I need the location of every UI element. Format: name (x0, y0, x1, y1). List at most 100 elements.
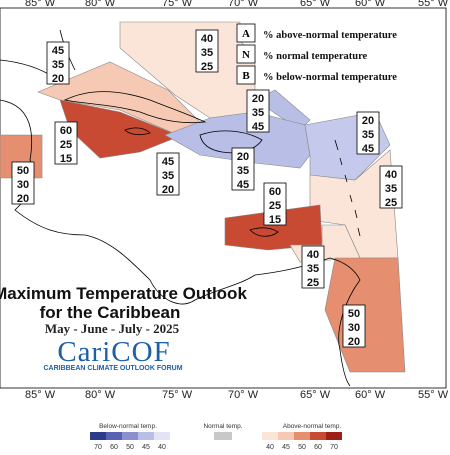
prob-normal: 35 (362, 129, 374, 141)
prob-normal: 30 (348, 322, 360, 334)
prob-box-guianas: 50 30 20 (342, 304, 366, 348)
legend-key-text: % above-normal temperature (263, 30, 397, 41)
prob-below: 15 (269, 214, 281, 226)
colorbar-below-title: Below-normal temp. (99, 423, 157, 430)
colorbar-swatch (262, 432, 278, 440)
prob-above: 50 (348, 308, 360, 320)
prob-box-abc: 40 35 25 (301, 245, 325, 289)
prob-above: 40 (385, 169, 397, 181)
prob-box-belize: 50 30 20 (11, 161, 35, 205)
prob-box-leeward: 20 35 45 (356, 111, 380, 155)
prob-normal: 35 (201, 47, 213, 59)
coastline-jamaica (124, 127, 151, 136)
lon-label: 60° W (355, 389, 386, 401)
colorbar-tick: 45 (282, 444, 290, 450)
lon-label: 60° W (355, 0, 386, 9)
lon-label: 80° W (85, 389, 116, 401)
map-title-line2: for the Caribbean (40, 303, 181, 322)
lon-label: 65° W (300, 0, 331, 9)
prob-box-bahamas: 40 35 25 (195, 29, 219, 73)
title-block: Maximum Temperature Outlook for the Cari… (0, 284, 247, 372)
lon-label: 85° W (25, 389, 56, 401)
colorbar-tick: 50 (126, 444, 134, 450)
colorbar-swatch (278, 432, 294, 440)
prob-below: 45 (362, 143, 374, 155)
lon-label: 80° W (85, 0, 116, 9)
colorbar-swatch (154, 432, 170, 440)
prob-box-hispaniola: 20 35 45 (231, 147, 255, 191)
prob-above: 20 (252, 93, 264, 105)
lon-label: 55° W (418, 389, 449, 401)
prob-box-puerto-rico: 60 25 15 (263, 182, 287, 226)
prob-box-cayman: 60 25 15 (54, 121, 78, 165)
prob-above: 40 (201, 33, 213, 45)
prob-above: 60 (60, 125, 72, 137)
coastline-lesser-antilles (334, 139, 361, 237)
lon-label: 55° W (418, 0, 449, 9)
colorbar-tick: 60 (110, 444, 118, 450)
prob-normal: 35 (237, 165, 249, 177)
prob-normal: 35 (162, 170, 174, 182)
colorbar-normal-title: Normal temp. (203, 423, 242, 430)
prob-above: 50 (17, 165, 29, 177)
prob-above: 60 (269, 186, 281, 198)
prob-below: 25 (385, 197, 397, 209)
colorbar-tick: 40 (266, 444, 274, 450)
prob-normal: 25 (60, 139, 72, 151)
prob-below: 45 (252, 121, 264, 133)
prob-above: 20 (237, 151, 249, 163)
longitude-axis-top: 85° W 80° W 75° W 70° W 65° W 60° W 55° … (25, 0, 449, 9)
caricof-logo-subtitle: CARIBBEAN CLIMATE OUTLOOK FORUM (43, 365, 182, 372)
probability-boxes: 45 35 20 40 35 25 60 25 15 50 30 20 45 3… (11, 29, 403, 348)
lon-label: 70° W (228, 0, 259, 9)
colorbar-tick: 45 (142, 444, 150, 450)
prob-box-turks-caicos: 20 35 45 (246, 89, 270, 133)
lon-label: 65° W (300, 389, 331, 401)
prob-below: 15 (60, 153, 72, 165)
colorbar-above-title: Above-normal temp. (283, 423, 342, 430)
coastline-cuba (63, 91, 207, 124)
colorbar-tick: 60 (314, 444, 322, 450)
legend-key: A % above-normal temperature N % normal … (236, 23, 397, 85)
legend-key-letter: B (242, 70, 250, 82)
prob-above: 40 (307, 249, 319, 261)
prob-above: 20 (362, 115, 374, 127)
colorbar-swatch (106, 432, 122, 440)
prob-normal: 35 (252, 107, 264, 119)
prob-below: 20 (17, 193, 29, 205)
colorbar: Below-normal temp. Normal temp. Above-no… (90, 423, 342, 451)
colorbar-swatch (294, 432, 310, 440)
lon-label: 85° W (25, 0, 56, 9)
prob-above: 45 (162, 156, 174, 168)
longitude-axis-bottom: 85° W 80° W 75° W 70° W 65° W 60° W 55° … (25, 389, 449, 401)
prob-below: 25 (307, 277, 319, 289)
map-title-line1: Maximum Temperature Outlook (0, 284, 247, 303)
legend-key-text: % below-normal temperature (263, 72, 397, 83)
lon-label: 75° W (162, 389, 193, 401)
legend-key-letter: A (242, 28, 250, 40)
prob-normal: 30 (17, 179, 29, 191)
prob-below: 20 (52, 73, 64, 85)
colorbar-swatch (122, 432, 138, 440)
legend-key-letter: N (242, 49, 250, 61)
legend-key-text: % normal temperature (263, 51, 368, 62)
colorbar-swatch (326, 432, 342, 440)
prob-normal: 35 (307, 263, 319, 275)
coastline-puerto-rico (249, 227, 279, 237)
colorbar-tick: 70 (94, 444, 102, 450)
prob-below: 20 (162, 184, 174, 196)
prob-normal: 35 (385, 183, 397, 195)
prob-below: 20 (348, 336, 360, 348)
colorbar-tick: 50 (298, 444, 306, 450)
colorbar-tick: 70 (330, 444, 338, 450)
lon-label: 75° W (162, 0, 193, 9)
period-label: May - June - July - 2025 (45, 321, 180, 336)
prob-below: 25 (201, 61, 213, 73)
colorbar-swatch (138, 432, 154, 440)
prob-box-windward: 40 35 25 (379, 165, 403, 209)
lon-label: 70° W (228, 389, 259, 401)
prob-box-jamaica-south: 45 35 20 (156, 152, 180, 196)
prob-box-cuba: 45 35 20 (46, 41, 70, 85)
